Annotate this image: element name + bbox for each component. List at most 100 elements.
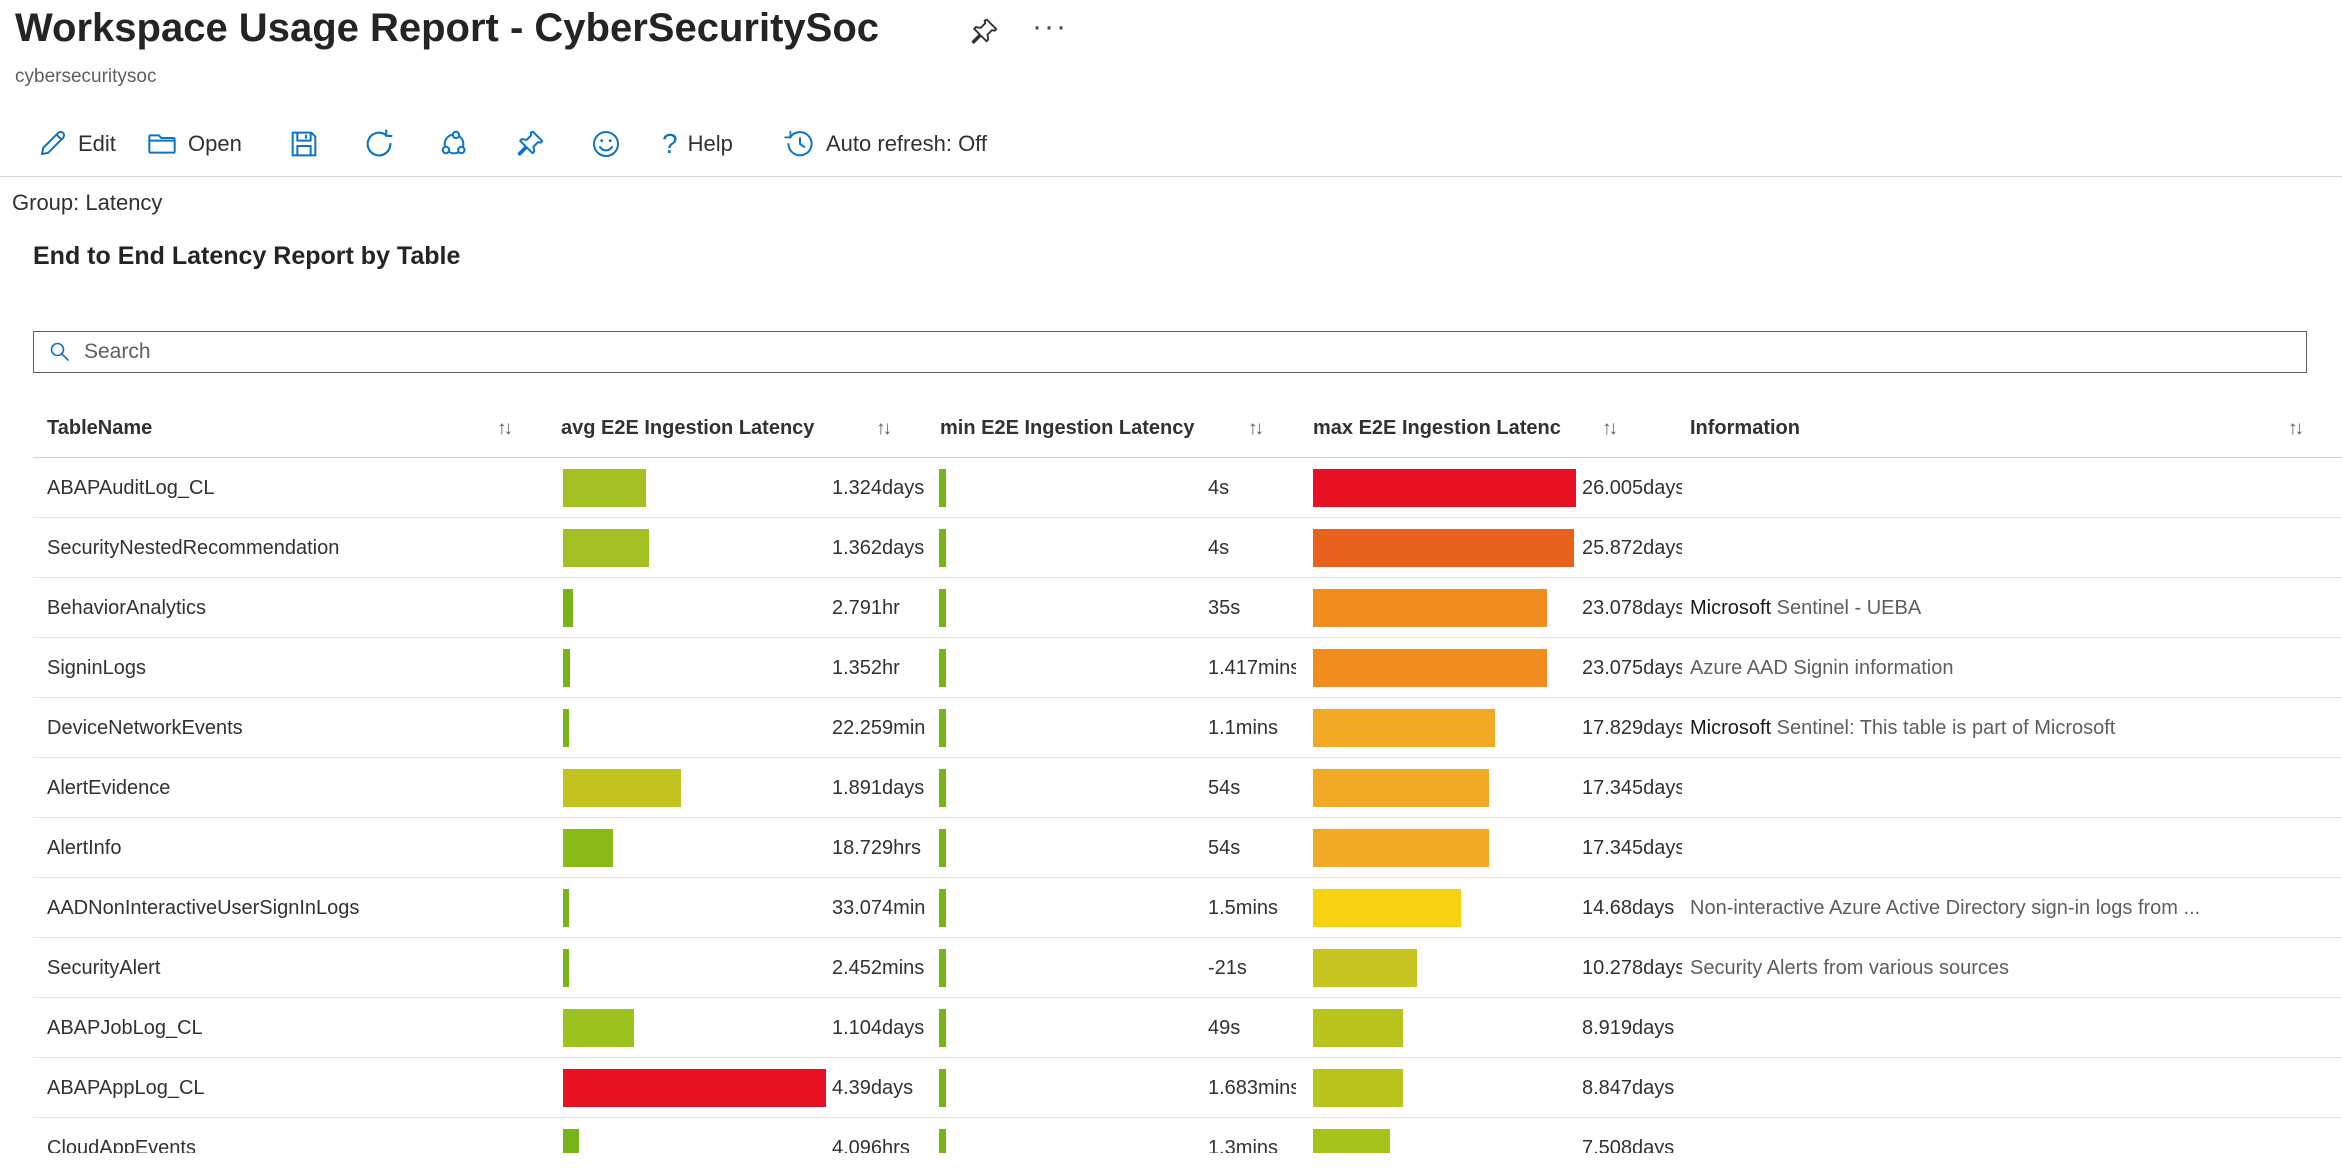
search-input[interactable] bbox=[82, 339, 2306, 365]
min-latency-value: 54s bbox=[1208, 837, 1241, 859]
information-text: Sentinel: This table is part of Microsof… bbox=[1771, 717, 2116, 739]
table-row[interactable]: AADNonInteractiveUserSignInLogs 33.074mi… bbox=[0, 878, 2342, 938]
column-header-min[interactable]: min E2E Ingestion Latency bbox=[940, 417, 1195, 439]
min-latency-bar bbox=[939, 649, 946, 687]
column-header-avg[interactable]: avg E2E Ingestion Latency bbox=[561, 417, 815, 439]
smiley-icon bbox=[593, 131, 619, 157]
max-latency-bar bbox=[1313, 769, 1489, 807]
avg-latency-bar bbox=[563, 949, 569, 987]
information-cell bbox=[1690, 998, 2334, 1058]
sort-icon-min[interactable]: ↑↓ bbox=[1248, 418, 1264, 439]
table-row[interactable]: SecurityNestedRecommendation 1.362days 4… bbox=[0, 518, 2342, 578]
sort-icon-information[interactable]: ↑↓ bbox=[2288, 418, 2304, 439]
information-text: Security Alerts from various sources bbox=[1690, 957, 2009, 979]
avg-latency-bar bbox=[563, 769, 681, 807]
max-latency-bar bbox=[1313, 1129, 1390, 1153]
min-latency-bar bbox=[939, 589, 946, 627]
question-mark-icon: ? bbox=[662, 128, 678, 159]
table-name-cell: AADNonInteractiveUserSignInLogs bbox=[47, 897, 360, 919]
max-latency-value: 10.278days bbox=[1582, 957, 1682, 979]
min-latency-value: 1.3mins bbox=[1208, 1137, 1279, 1153]
max-latency-value: 17.345days bbox=[1582, 837, 1682, 859]
min-latency-value: -21s bbox=[1208, 957, 1247, 979]
share-icon bbox=[441, 130, 466, 155]
table-row[interactable]: ABAPAuditLog_CL 1.324days 4s 26.005days bbox=[0, 458, 2342, 518]
min-latency-value: 4s bbox=[1208, 477, 1230, 499]
min-latency-value: 4s bbox=[1208, 537, 1230, 559]
information-text: Sentinel - UEBA bbox=[1771, 597, 1922, 619]
sort-icon-tablename[interactable]: ↑↓ bbox=[497, 418, 513, 439]
information-cell bbox=[1690, 1118, 2334, 1153]
min-latency-value: 1.5mins bbox=[1208, 897, 1279, 919]
information-cell: Microsoft Sentinel: This table is part o… bbox=[1690, 698, 2334, 758]
avg-latency-bar bbox=[563, 1069, 826, 1107]
table-name-cell: SigninLogs bbox=[47, 657, 146, 679]
min-latency-bar bbox=[939, 949, 946, 987]
search-icon bbox=[50, 342, 69, 361]
avg-latency-bar bbox=[563, 649, 570, 687]
avg-latency-value: 18.729hrs bbox=[832, 837, 921, 859]
more-options-icon[interactable]: ··· bbox=[1032, 10, 1068, 43]
toolbar-divider bbox=[0, 176, 2342, 177]
edit-label: Edit bbox=[78, 131, 116, 156]
save-button[interactable] bbox=[288, 116, 320, 172]
pin-icon[interactable] bbox=[968, 16, 1000, 48]
max-latency-value: 14.68days bbox=[1582, 897, 1675, 919]
avg-latency-bar bbox=[563, 529, 649, 567]
search-box bbox=[33, 331, 2307, 373]
table-name-cell: AlertEvidence bbox=[47, 777, 171, 799]
open-label: Open bbox=[188, 131, 242, 156]
pin-icon bbox=[517, 130, 544, 156]
table-row[interactable]: ABAPJobLog_CL 1.104days 49s 8.919days bbox=[0, 998, 2342, 1058]
table-row[interactable]: DeviceNetworkEvents 22.259mins 1.1mins 1… bbox=[0, 698, 2342, 758]
sort-icon-max[interactable]: ↑↓ bbox=[1602, 418, 1618, 439]
pin-workbook-button[interactable] bbox=[514, 116, 546, 172]
min-latency-bar bbox=[939, 1069, 946, 1107]
min-latency-bar bbox=[939, 529, 946, 567]
avg-latency-bar bbox=[563, 889, 569, 927]
table-row[interactable]: CloudAppEvents 4.096hrs 1.3mins 7.508day… bbox=[0, 1118, 2342, 1153]
auto-refresh-button[interactable]: Auto refresh: Off bbox=[784, 116, 987, 172]
max-latency-bar bbox=[1313, 589, 1547, 627]
table-name-cell: SecurityAlert bbox=[47, 957, 161, 979]
column-header-max[interactable]: max E2E Ingestion Latenc bbox=[1313, 417, 1561, 439]
share-button[interactable] bbox=[438, 116, 470, 172]
refresh-button[interactable] bbox=[363, 116, 395, 172]
min-latency-value: 1.1mins bbox=[1208, 717, 1279, 739]
sort-icon-avg[interactable]: ↑↓ bbox=[876, 418, 892, 439]
help-label: Help bbox=[687, 131, 733, 156]
table-row[interactable]: AlertEvidence 1.891days 54s 17.345days bbox=[0, 758, 2342, 818]
max-latency-value: 26.005days bbox=[1582, 477, 1682, 499]
feedback-button[interactable] bbox=[590, 116, 622, 172]
header-divider bbox=[33, 457, 2342, 458]
min-latency-bar bbox=[939, 769, 946, 807]
min-latency-value: 35s bbox=[1208, 597, 1241, 619]
information-text: Azure AAD Signin information bbox=[1690, 657, 1954, 679]
table-body: ABAPAuditLog_CL 1.324days 4s 26.005days … bbox=[0, 458, 2342, 1153]
table-name-cell: BehaviorAnalytics bbox=[47, 597, 206, 619]
pencil-icon bbox=[41, 130, 66, 155]
information-cell bbox=[1690, 758, 2334, 818]
table-row[interactable]: ABAPAppLog_CL 4.39days 1.683mins 8.847da… bbox=[0, 1058, 2342, 1118]
avg-latency-value: 33.074mins bbox=[832, 897, 925, 919]
min-latency-value: 54s bbox=[1208, 777, 1241, 799]
avg-latency-bar bbox=[563, 1129, 579, 1153]
max-latency-bar bbox=[1313, 829, 1489, 867]
table-row[interactable]: BehaviorAnalytics 2.791hr 35s 23.078days… bbox=[0, 578, 2342, 638]
avg-latency-value: 1.362days bbox=[832, 537, 925, 559]
table-row[interactable]: AlertInfo 18.729hrs 54s 17.345days bbox=[0, 818, 2342, 878]
open-button[interactable]: Open bbox=[146, 116, 242, 172]
column-header-information[interactable]: Information bbox=[1690, 417, 1800, 439]
column-header-tablename[interactable]: TableName bbox=[47, 417, 153, 439]
help-button[interactable]: ? Help bbox=[662, 116, 733, 172]
edit-button[interactable]: Edit bbox=[36, 116, 116, 172]
table-row[interactable]: SecurityAlert 2.452mins -21s 10.278days … bbox=[0, 938, 2342, 998]
min-latency-bar bbox=[939, 709, 946, 747]
table-row[interactable]: SigninLogs 1.352hr 1.417mins 23.075days … bbox=[0, 638, 2342, 698]
avg-latency-value: 2.452mins bbox=[832, 957, 925, 979]
information-cell: Microsoft Sentinel - UEBA bbox=[1690, 578, 2334, 638]
max-latency-value: 8.847days bbox=[1582, 1077, 1675, 1099]
avg-latency-value: 4.39days bbox=[832, 1077, 914, 1099]
max-latency-value: 23.075days bbox=[1582, 657, 1682, 679]
